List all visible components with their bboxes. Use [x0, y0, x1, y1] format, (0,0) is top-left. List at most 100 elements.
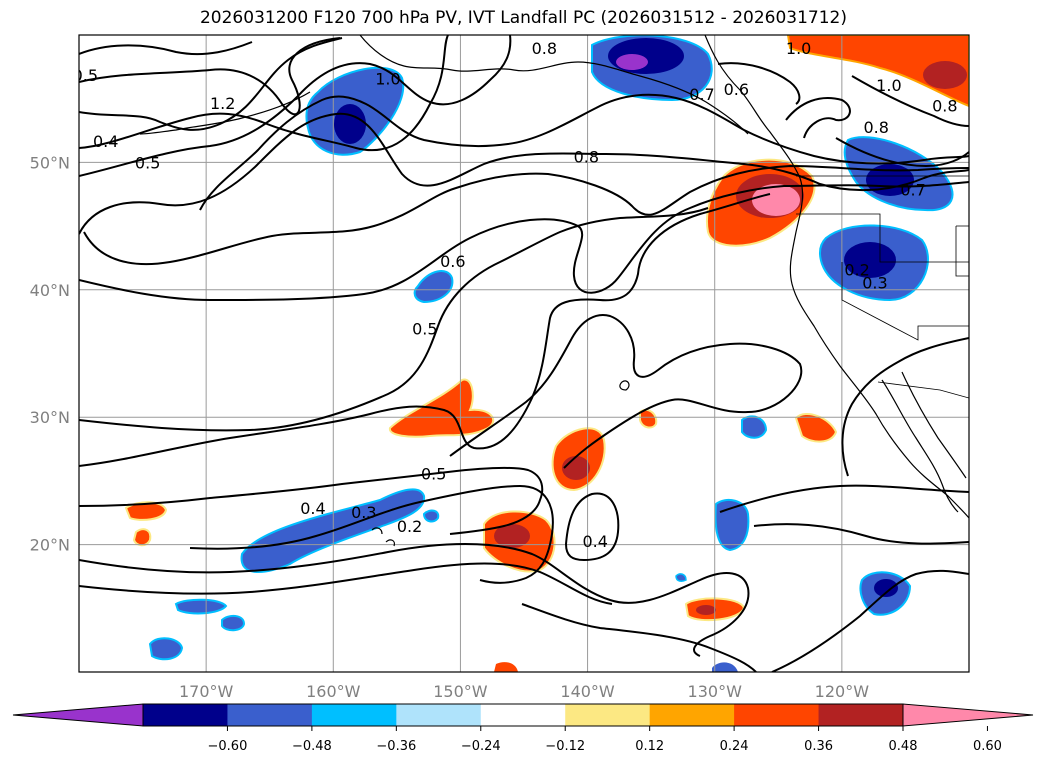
- colorbar-swatch-0: [143, 704, 228, 726]
- contour-label-15: 0.3: [862, 273, 887, 292]
- coastline-hawaii: [371, 527, 395, 547]
- contour-label-5: 0.8: [532, 39, 557, 58]
- colorbar-swatch-7: [734, 704, 820, 726]
- pv-contour-15: [79, 543, 750, 657]
- anomaly-negative-small-1: [741, 415, 768, 439]
- colorbar-tick-label-6: 0.24: [720, 739, 749, 754]
- coastline-gulf-of-california: [901, 371, 967, 479]
- pv-contour-3: [79, 37, 343, 131]
- colorbar: −0.60 −0.48 −0.36 −0.24 −0.12 0.12 0.24 0.36 0.4…: [12, 703, 1034, 754]
- contour-label-3: 1.2: [210, 94, 235, 113]
- coastlines: [139, 35, 969, 547]
- contour-label-18: 0.5: [421, 465, 446, 484]
- pv-contour-13: [79, 466, 544, 535]
- us-west-boundary-1: [796, 213, 969, 263]
- pv-contours: [79, 35, 969, 672]
- anomaly-positive-small-2: [132, 528, 152, 547]
- pv-contour-23: [785, 97, 851, 139]
- anomaly-negative-small-2: [714, 498, 750, 552]
- anomaly-negative-40n: [413, 270, 454, 304]
- anomaly-negative-small-4: [148, 637, 184, 661]
- plot-frame: [78, 34, 970, 673]
- lon-tick-label-5: 120°W: [815, 682, 870, 701]
- colorbar-swatch-3: [396, 704, 482, 726]
- contour-label-22: 0.4: [582, 532, 607, 551]
- pv-contour-1: [79, 41, 253, 56]
- anomaly-positive-small-6: [494, 662, 518, 672]
- lat-tick-label-3: 50°N: [30, 153, 70, 172]
- colorbar-swatch-8: [818, 704, 904, 726]
- colorbar-tick-label-2: −0.36: [376, 739, 416, 754]
- anomaly-positive-small-4: [794, 413, 838, 443]
- colorbar-tick-label-1: −0.48: [292, 739, 332, 754]
- contour-label-9: 1.0: [786, 39, 811, 58]
- contour-label-13: 0.7: [900, 180, 925, 199]
- pv-contour-17: [564, 492, 620, 562]
- contour-label-12: 0.8: [863, 118, 888, 137]
- coastline-aleutians: [139, 91, 311, 135]
- contour-labels: 0.5 0.4 0.5 1.2 1.0 0.8 0.8 0.7 0.6 1.0 1.0 0.8 0.8 0…: [73, 39, 958, 551]
- us-west-boundary-3: [955, 225, 969, 277]
- colorbar-swatch-5: [565, 704, 651, 726]
- colorbar-extend-min: [12, 703, 144, 727]
- state-boundaries: [796, 175, 969, 399]
- colorbar-tick-label-3: −0.24: [461, 739, 501, 754]
- pv-contour-9: [79, 181, 969, 302]
- anomaly-positive-northeast: [786, 35, 969, 108]
- us-west-boundary-2: [841, 262, 969, 341]
- pv-contour-16: [79, 562, 613, 605]
- contour-label-0: 0.5: [73, 66, 98, 85]
- lon-tick-label-0: 170°W: [179, 682, 234, 701]
- pv-contour-14: [189, 484, 554, 584]
- pv-contour-18: [521, 603, 757, 672]
- coastline-island: [619, 380, 630, 391]
- pv-contour-24: [851, 75, 969, 127]
- lon-tick-label-1: 160°W: [306, 682, 361, 701]
- contour-label-16: 0.6: [440, 252, 465, 271]
- contour-label-20: 0.3: [351, 503, 376, 522]
- pv-contour-12: [449, 314, 803, 469]
- pv-contour-21: [771, 569, 969, 672]
- coastline-north-america: [704, 35, 969, 519]
- lon-tick-label-4: 130°W: [688, 682, 743, 701]
- anomaly-negative-small-5: [174, 598, 228, 615]
- colorbar-swatch-1: [227, 704, 313, 726]
- pv-contour-20: [753, 523, 969, 545]
- lon-tick-label-2: 150°W: [433, 682, 488, 701]
- figure-title: 2026031200 F120 700 hPa PV, IVT Landfall…: [199, 8, 847, 28]
- coastline-alaska-south: [359, 35, 749, 135]
- colorbar-tick-label-0: −0.60: [208, 739, 248, 754]
- pv-contour-19: [719, 484, 969, 513]
- colorbar-swatch-6: [649, 704, 735, 726]
- pv-contour-8: [83, 164, 969, 266]
- anomaly-negative-small-8: [712, 662, 738, 672]
- lon-tick-label-3: 140°W: [560, 682, 615, 701]
- contour-label-10: 1.0: [876, 76, 901, 95]
- anomaly-positive-150w: [389, 378, 495, 438]
- colorbar-frame: [142, 703, 904, 727]
- coastline-baja: [881, 379, 959, 513]
- contour-label-17: 0.5: [412, 319, 437, 338]
- contour-label-21: 0.2: [397, 517, 422, 536]
- contour-label-8: 0.6: [724, 80, 749, 99]
- colorbar-tick-label-4: −0.12: [545, 739, 585, 754]
- anomaly-negative-small-7: [422, 509, 440, 523]
- pv-contour-26: [717, 62, 801, 105]
- pv-contour-11: [79, 193, 771, 467]
- pv-contour-4: [79, 35, 449, 152]
- lat-tick-label-0: 20°N: [30, 536, 70, 555]
- pv-contour-7: [199, 93, 969, 211]
- colorbar-swatch-4: [480, 704, 566, 726]
- contour-label-6: 0.8: [574, 147, 599, 166]
- colorbar-swatch-2: [311, 704, 397, 726]
- contour-label-4: 1.0: [375, 70, 400, 89]
- colorbar-tick-label-9: 0.60: [973, 739, 1002, 754]
- colorbar-tick-label-7: 0.36: [804, 739, 833, 754]
- lat-tick-label-1: 30°N: [30, 408, 70, 427]
- axis-tick-labels: 170°W 160°W 150°W 140°W 130°W 120°W 20°N 30°N 40…: [30, 153, 870, 701]
- anomaly-negative-small-6: [221, 614, 246, 632]
- pv-contour-5: [79, 35, 512, 177]
- us-mexico-border: [877, 381, 969, 399]
- contour-label-1: 0.4: [93, 132, 118, 151]
- contour-label-14: 0.2: [844, 261, 869, 280]
